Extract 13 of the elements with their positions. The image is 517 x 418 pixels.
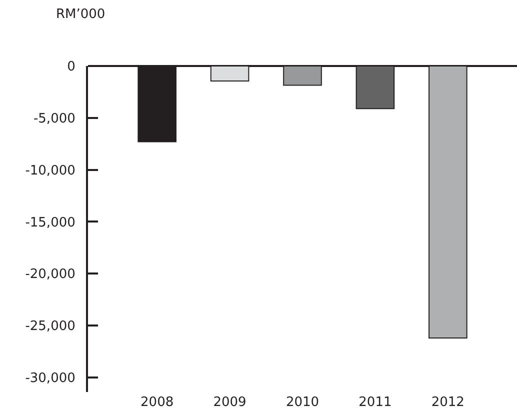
y-tick-label: -20,000 [25, 267, 76, 282]
x-tick-label: 2012 [431, 395, 464, 410]
x-tick-label: 2009 [213, 395, 246, 410]
y-tick-label: -10,000 [25, 163, 76, 178]
x-tick-label: 2008 [140, 395, 174, 410]
y-tick-label: -15,000 [25, 215, 76, 230]
y-axis-title: RM’000 [56, 7, 106, 22]
y-tick-label: -5,000 [33, 111, 76, 126]
x-tick-label: 2011 [358, 395, 392, 410]
y-tick-label: -30,000 [25, 371, 76, 386]
y-tick-label: -25,000 [25, 319, 76, 334]
y-tick-label: 0 [67, 60, 76, 75]
x-tick-label: 2010 [286, 395, 320, 410]
